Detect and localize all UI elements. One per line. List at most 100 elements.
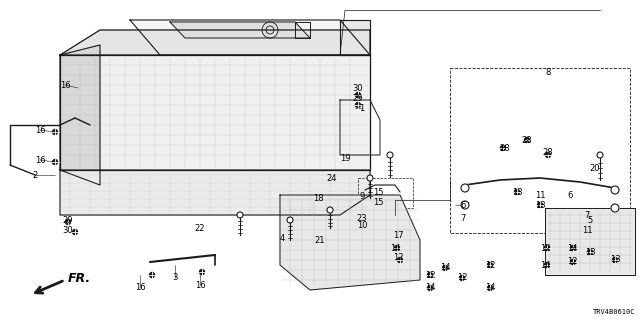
Circle shape [394,245,399,251]
Text: 21: 21 [315,236,325,244]
Text: 11: 11 [535,190,545,199]
Polygon shape [170,22,310,38]
Polygon shape [60,55,370,170]
Polygon shape [280,195,420,290]
Text: 22: 22 [195,223,205,233]
Polygon shape [340,20,370,55]
Circle shape [387,152,393,158]
Text: FR.: FR. [68,271,91,284]
Text: 14: 14 [540,260,550,269]
Circle shape [538,203,543,207]
Text: 16: 16 [195,281,205,290]
Circle shape [65,220,70,225]
Circle shape [461,201,469,209]
Circle shape [428,285,433,291]
Circle shape [287,217,293,223]
Circle shape [461,184,469,192]
Polygon shape [545,208,635,275]
Circle shape [570,245,575,251]
Text: 12: 12 [540,244,550,252]
Text: 15: 15 [372,188,383,196]
Text: 29: 29 [63,215,73,225]
Text: 14: 14 [390,244,400,252]
Circle shape [545,153,550,157]
Polygon shape [130,20,370,55]
Circle shape [612,258,618,262]
Circle shape [237,212,243,218]
Circle shape [428,273,433,277]
Circle shape [488,285,493,291]
Circle shape [515,189,520,195]
Text: 12: 12 [425,270,435,279]
Polygon shape [60,30,370,55]
Text: 1: 1 [360,103,365,113]
Text: 5: 5 [588,215,593,225]
Text: 28: 28 [543,148,554,156]
Text: 17: 17 [393,230,403,239]
Circle shape [72,229,77,235]
Circle shape [355,92,360,98]
Circle shape [200,269,205,275]
Polygon shape [60,170,370,215]
Circle shape [597,152,603,158]
Text: 7: 7 [584,211,589,220]
Text: TRV4B0610C: TRV4B0610C [593,309,635,315]
Circle shape [488,262,493,268]
Text: 8: 8 [545,68,550,76]
Circle shape [570,260,575,265]
Text: 19: 19 [340,154,350,163]
Text: 6: 6 [567,190,573,199]
Bar [450,68,630,233]
Text: 12: 12 [567,258,577,267]
Circle shape [52,130,58,134]
Circle shape [611,186,619,194]
Circle shape [327,207,333,213]
Text: 28: 28 [522,135,532,145]
Circle shape [460,276,465,281]
Text: 14: 14 [440,263,451,273]
Text: 30: 30 [63,226,74,235]
Text: 13: 13 [534,201,545,210]
Circle shape [611,204,619,212]
Text: 29: 29 [353,93,364,102]
Bar [358,178,413,208]
Text: 16: 16 [35,156,45,164]
Text: 18: 18 [313,194,323,203]
Text: 16: 16 [60,81,70,90]
Text: 9: 9 [360,191,365,201]
Text: 13: 13 [512,188,522,196]
Circle shape [397,258,403,262]
Circle shape [52,159,58,164]
Text: 16: 16 [35,125,45,134]
Text: 7: 7 [460,213,466,222]
Text: 12: 12 [393,253,403,262]
Circle shape [355,102,360,108]
Text: 20: 20 [589,164,600,172]
Circle shape [442,266,447,270]
Text: 13: 13 [610,255,620,265]
Circle shape [545,262,550,268]
Text: 30: 30 [353,84,364,92]
Circle shape [367,175,373,181]
Text: 2: 2 [33,171,38,180]
Text: 4: 4 [280,234,285,243]
Text: 15: 15 [372,197,383,206]
Text: 28: 28 [500,143,510,153]
Circle shape [525,138,529,142]
Text: 24: 24 [327,173,337,182]
Text: 16: 16 [134,284,145,292]
Circle shape [588,250,593,254]
Text: 11: 11 [582,226,592,235]
Text: 6: 6 [460,201,466,210]
Text: 23: 23 [356,213,367,222]
Text: 14: 14 [484,284,495,292]
Circle shape [500,146,506,150]
Circle shape [150,273,154,277]
Text: 14: 14 [567,244,577,252]
Text: 12: 12 [484,260,495,269]
Polygon shape [60,45,100,185]
Circle shape [545,245,550,251]
Text: 14: 14 [425,284,435,292]
Text: 3: 3 [172,274,178,283]
Text: 12: 12 [457,274,467,283]
